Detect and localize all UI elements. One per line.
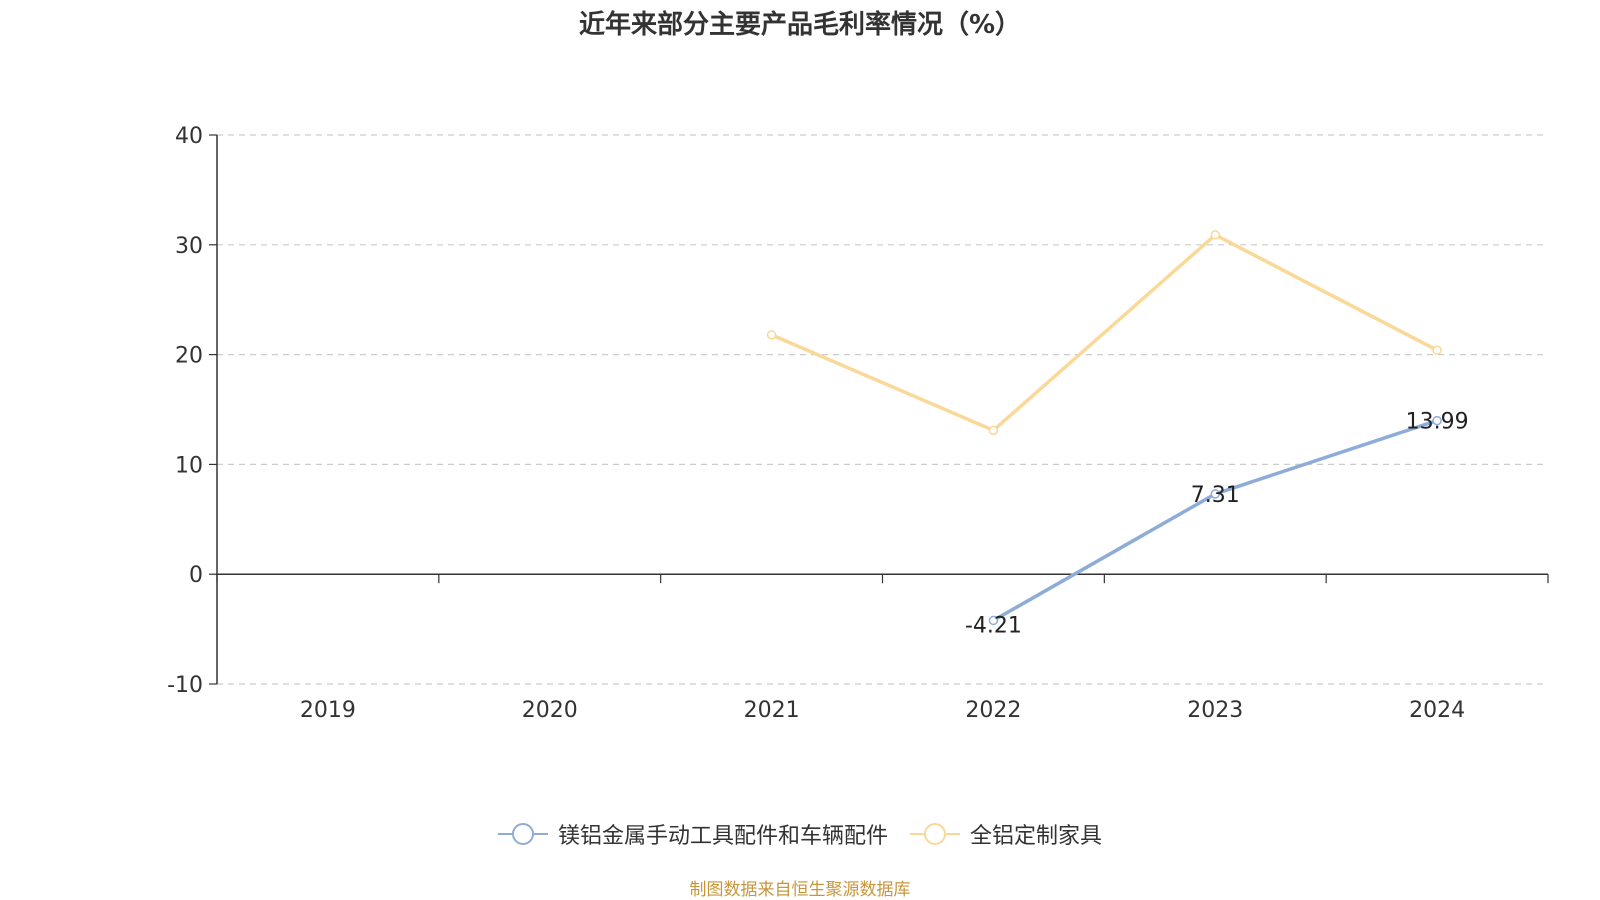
legend-item[interactable]: 镁铝金属手动工具配件和车辆配件 xyxy=(497,818,888,850)
chart-legend: 镁铝金属手动工具配件和车辆配件 全铝定制家具 xyxy=(0,818,1600,850)
legend-marker-icon xyxy=(910,823,960,845)
data-point xyxy=(1210,489,1220,499)
x-tick-label: 2024 xyxy=(1409,698,1465,723)
chart-title: 近年来部分主要产品毛利率情况（%） xyxy=(578,10,1022,40)
data-label: 7.31 xyxy=(1191,483,1240,508)
legend-item[interactable]: 全铝定制家具 xyxy=(910,818,1102,850)
legend-circle-icon xyxy=(924,823,946,845)
legend-marker-icon xyxy=(497,823,548,845)
data-point xyxy=(1210,230,1220,240)
x-tick-label: 2021 xyxy=(744,698,800,723)
data-point xyxy=(1432,345,1442,355)
legend-circle-icon xyxy=(511,823,534,845)
data-point xyxy=(766,330,777,340)
legend-label: 镁铝金属手动工具配件和车辆配件 xyxy=(557,824,888,849)
y-tick-label: 40 xyxy=(175,124,203,149)
data-point xyxy=(988,615,999,626)
series-line-1 xyxy=(769,233,1439,433)
x-tick-label: 2019 xyxy=(300,698,356,723)
x-tick-label: 2022 xyxy=(965,698,1021,723)
data-label: -4.21 xyxy=(965,613,1022,638)
data-source-note: 制图数据来自恒生聚源数据库 xyxy=(689,880,911,900)
y-tick-label: 0 xyxy=(189,563,203,588)
y-tick-label: 10 xyxy=(175,453,203,478)
legend-label: 全铝定制家具 xyxy=(970,824,1103,849)
y-tick-label: 20 xyxy=(175,344,203,369)
y-tick-label: 30 xyxy=(175,234,203,259)
data-label: 13.99 xyxy=(1406,410,1469,435)
y-tick-label: -10 xyxy=(167,673,203,698)
x-tick-label: 2020 xyxy=(522,698,578,723)
data-point xyxy=(1432,415,1442,426)
x-tick-label: 2023 xyxy=(1187,698,1243,723)
data-point xyxy=(988,425,999,436)
series-line-0 xyxy=(991,418,1439,623)
